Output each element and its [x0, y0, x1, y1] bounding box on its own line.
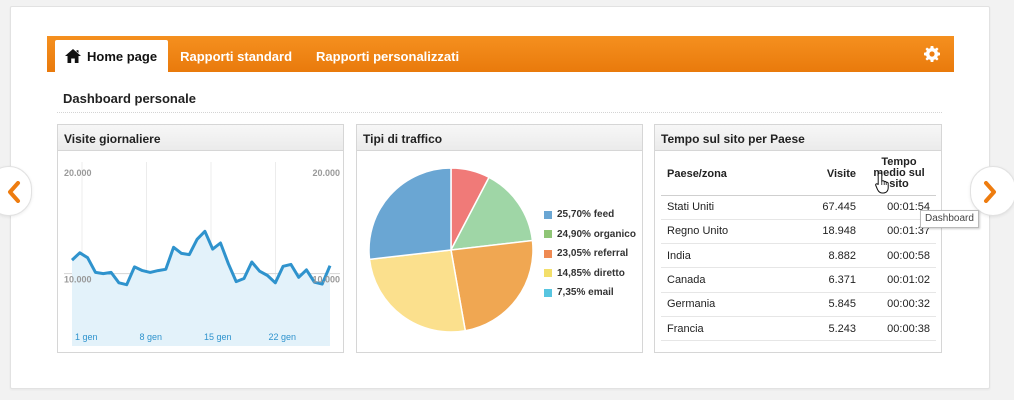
y-tick-label-right: 10.000	[312, 275, 340, 285]
home-icon	[65, 49, 81, 63]
legend-swatch	[544, 249, 552, 258]
visits-chart: 20.000 20.000 10.000 10.000 1 gen 8 gen 15 gen…	[64, 162, 340, 346]
tab-rapporti-personalizzati[interactable]: Rapporti personalizzati	[304, 40, 471, 72]
traffic-widget-title: Tipi di traffico	[357, 125, 642, 151]
hand-cursor-icon	[875, 172, 889, 194]
visits-widget-title: Visite giornaliere	[58, 125, 343, 151]
gear-icon[interactable]	[924, 46, 940, 62]
table-row[interactable]: Germania 5.845 00:00:32	[661, 292, 936, 317]
legend-swatch	[544, 288, 552, 297]
tab-home-page[interactable]: Home page	[55, 40, 169, 72]
x-tick-label: 8 gen	[140, 332, 163, 342]
cell-visits: 5.845	[784, 292, 862, 317]
cell-country: Stati Uniti	[661, 194, 785, 220]
legend-item: 23,05% referral	[544, 244, 636, 264]
cell-country: Germania	[661, 292, 785, 317]
cell-country: Francia	[661, 316, 785, 342]
traffic-widget: Tipi di traffico 25,70% feed 24,90% organ…	[356, 124, 643, 353]
visits-widget: Visite giornaliere 20.000 20.000 10.000 10.…	[57, 124, 344, 353]
time-by-country-widget: Tempo sul sito per Paese Paese/zona Visi…	[654, 124, 942, 353]
cell-country: Canada	[661, 267, 785, 293]
traffic-legend: 25,70% feed 24,90% organico 23,05% referra…	[544, 205, 636, 303]
visits-area	[72, 231, 330, 346]
legend-swatch	[544, 230, 552, 239]
cell-time: 00:01:54	[862, 194, 936, 220]
y-tick-label-left: 20.000	[64, 168, 92, 178]
x-tick-label: 1 gen	[75, 332, 98, 342]
cell-time: 00:00:58	[862, 243, 936, 269]
tab-rapporti-standard-label: Rapporti standard	[180, 48, 293, 64]
cell-visits: 6.371	[784, 267, 862, 293]
legend-item: 24,90% organico	[544, 225, 636, 245]
page-title: Dashboard personale	[63, 91, 196, 106]
cell-country: India	[661, 243, 785, 269]
cell-country: Regno Unito	[661, 219, 785, 245]
cell-visits: 5.243	[784, 316, 862, 342]
pie-slice[interactable]	[449, 176, 534, 251]
legend-swatch	[544, 210, 552, 219]
table-header-row: Paese/zona Visite Tempo medio sul sito	[661, 153, 936, 196]
title-divider	[57, 112, 942, 113]
y-tick-label-left: 10.000	[64, 275, 92, 285]
tooltip: Dashboard	[920, 210, 979, 228]
table-row[interactable]: India 8.882 00:00:58	[661, 243, 936, 269]
table-row[interactable]: Stati Uniti 67.445 00:01:54	[661, 194, 936, 220]
legend-item: 7,35% email	[544, 283, 636, 303]
legend-label: 23,05% referral	[557, 248, 629, 260]
column-header-country[interactable]: Paese/zona	[661, 153, 785, 196]
tab-home-page-label: Home page	[87, 48, 158, 64]
cell-time: 00:00:38	[862, 316, 936, 342]
traffic-pie-chart	[368, 167, 534, 333]
legend-item: 14,85% diretto	[544, 264, 636, 284]
tab-rapporti-standard[interactable]: Rapporti standard	[168, 40, 304, 72]
legend-label: 24,90% organico	[557, 228, 636, 240]
pie-slice[interactable]	[368, 167, 452, 261]
legend-label: 25,70% feed	[557, 209, 615, 221]
table-row[interactable]: Francia 5.243 00:00:38	[661, 316, 936, 342]
cell-time: 00:01:02	[862, 267, 936, 293]
chevron-right-icon	[984, 181, 996, 203]
x-tick-label: 15 gen	[204, 332, 232, 342]
table-row[interactable]: Regno Unito 18.948 00:01:37	[661, 219, 936, 245]
top-nav: Home page Rapporti standard Rapporti per…	[47, 36, 954, 72]
y-tick-label-right: 20.000	[312, 168, 340, 178]
column-header-visits[interactable]: Visite	[784, 153, 862, 196]
cell-visits: 8.882	[784, 243, 862, 269]
country-table: Paese/zona Visite Tempo medio sul sito S…	[661, 153, 936, 342]
column-header-time[interactable]: Tempo medio sul sito	[862, 153, 936, 196]
legend-label: 7,35% email	[557, 287, 614, 299]
legend-label: 14,85% diretto	[557, 267, 625, 279]
table-row[interactable]: Canada 6.371 00:01:02	[661, 267, 936, 293]
tab-rapporti-personalizzati-label: Rapporti personalizzati	[316, 48, 460, 64]
legend-swatch	[544, 269, 552, 278]
time-by-country-title: Tempo sul sito per Paese	[655, 125, 941, 151]
carousel-prev-button[interactable]	[0, 166, 32, 216]
chevron-left-icon	[8, 181, 20, 203]
legend-item: 25,70% feed	[544, 205, 636, 225]
cell-time: 00:00:32	[862, 292, 936, 317]
cell-visits: 18.948	[784, 219, 862, 245]
pie-slice[interactable]	[450, 239, 534, 332]
cell-visits: 67.445	[784, 194, 862, 220]
carousel-next-button[interactable]	[970, 166, 1014, 216]
pie-slice[interactable]	[368, 249, 467, 333]
x-tick-label: 22 gen	[269, 332, 297, 342]
visits-line	[70, 229, 332, 287]
